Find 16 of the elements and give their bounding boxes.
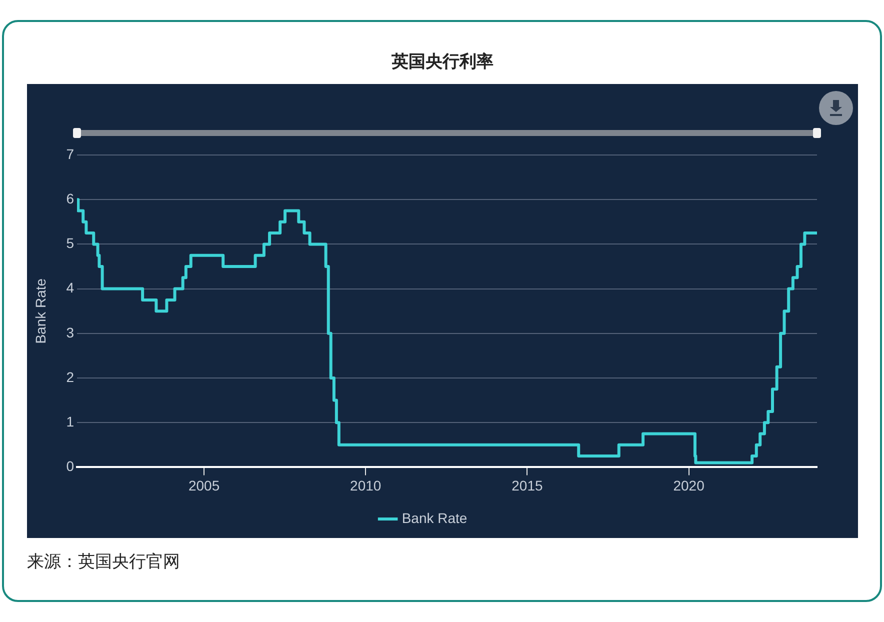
y-tick-label: 4 [66, 280, 74, 296]
y-tick-label: 2 [66, 368, 74, 385]
y-tick-label: 6 [66, 190, 74, 206]
chart-title: 英国央行利率 [390, 51, 494, 73]
x-tick-label: 2010 [350, 477, 382, 494]
y-tick-label: 0 [66, 458, 74, 474]
x-tick-label: 2005 [188, 477, 220, 494]
legend-label: Bank Rate [402, 510, 468, 526]
y-tick-label: 1 [66, 413, 74, 430]
x-tick-label: 2015 [512, 477, 543, 494]
y-axis-title: Bank Rate [32, 278, 48, 344]
y-tick-label: 3 [66, 324, 74, 340]
source-note: 来源：英国央行官网 [27, 551, 180, 573]
x-tick-label: 2020 [673, 477, 705, 494]
y-tick-label: 7 [66, 146, 74, 162]
y-tick-label: 5 [66, 235, 74, 252]
